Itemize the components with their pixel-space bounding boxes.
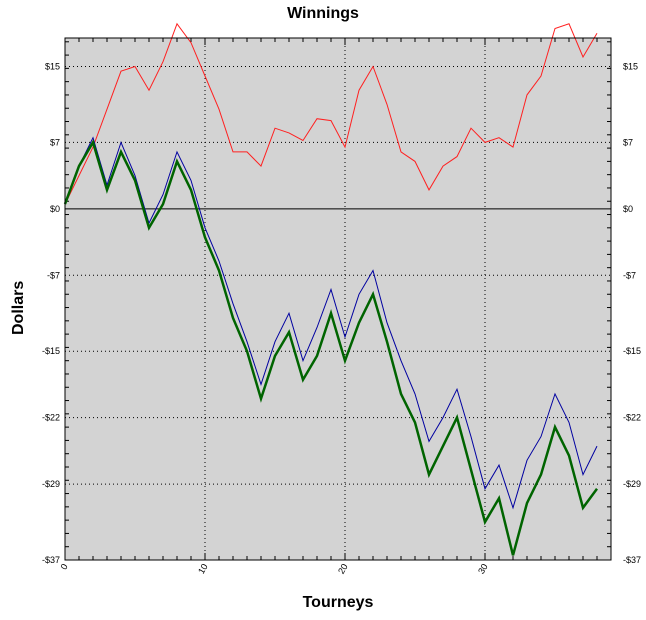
y-tick-label: -$22 bbox=[42, 413, 60, 423]
y-tick-label: -$29 bbox=[42, 479, 60, 489]
x-tick-label: 0 bbox=[59, 562, 70, 571]
minor-ticks bbox=[64, 38, 612, 561]
x-tick-labels: 0 10 20 30 bbox=[59, 562, 490, 576]
series-layer bbox=[63, 22, 599, 556]
y-tick-label: -$15 bbox=[623, 346, 641, 356]
y-tick-label: -$7 bbox=[623, 270, 636, 280]
x-tick-label: 20 bbox=[336, 562, 350, 576]
x-axis-label: Tourneys bbox=[302, 594, 374, 611]
x-tick-label: 30 bbox=[476, 562, 490, 576]
y-tick-label: $0 bbox=[623, 204, 633, 214]
y-tick-label: -$7 bbox=[47, 270, 60, 280]
y-tick-label: $7 bbox=[623, 137, 633, 147]
y-tick-label: $0 bbox=[50, 204, 60, 214]
y-tick-label: $7 bbox=[50, 137, 60, 147]
plot-frame bbox=[64, 37, 612, 561]
y-tick-labels-right: $15 $7 $0 -$7 -$15 -$22 -$29 -$37 bbox=[623, 61, 641, 565]
series-line-2 bbox=[64, 136, 598, 510]
series-line-1 bbox=[64, 22, 598, 205]
y-tick-label: -$37 bbox=[42, 555, 60, 565]
y-tick-label: -$29 bbox=[623, 479, 641, 489]
y-tick-label: $15 bbox=[623, 61, 638, 71]
plot-background bbox=[65, 38, 611, 560]
y-tick-label: -$22 bbox=[623, 413, 641, 423]
chart-title: Winnings bbox=[287, 5, 359, 22]
y-tick-label: -$37 bbox=[623, 555, 641, 565]
x-tick-label: 10 bbox=[196, 562, 210, 576]
series-line-3 bbox=[63, 139, 599, 556]
y-tick-label: -$15 bbox=[42, 346, 60, 356]
y-tick-labels-left: $15 $7 $0 -$7 -$15 -$22 -$29 -$37 bbox=[42, 61, 60, 565]
y-tick-label: $15 bbox=[45, 61, 60, 71]
